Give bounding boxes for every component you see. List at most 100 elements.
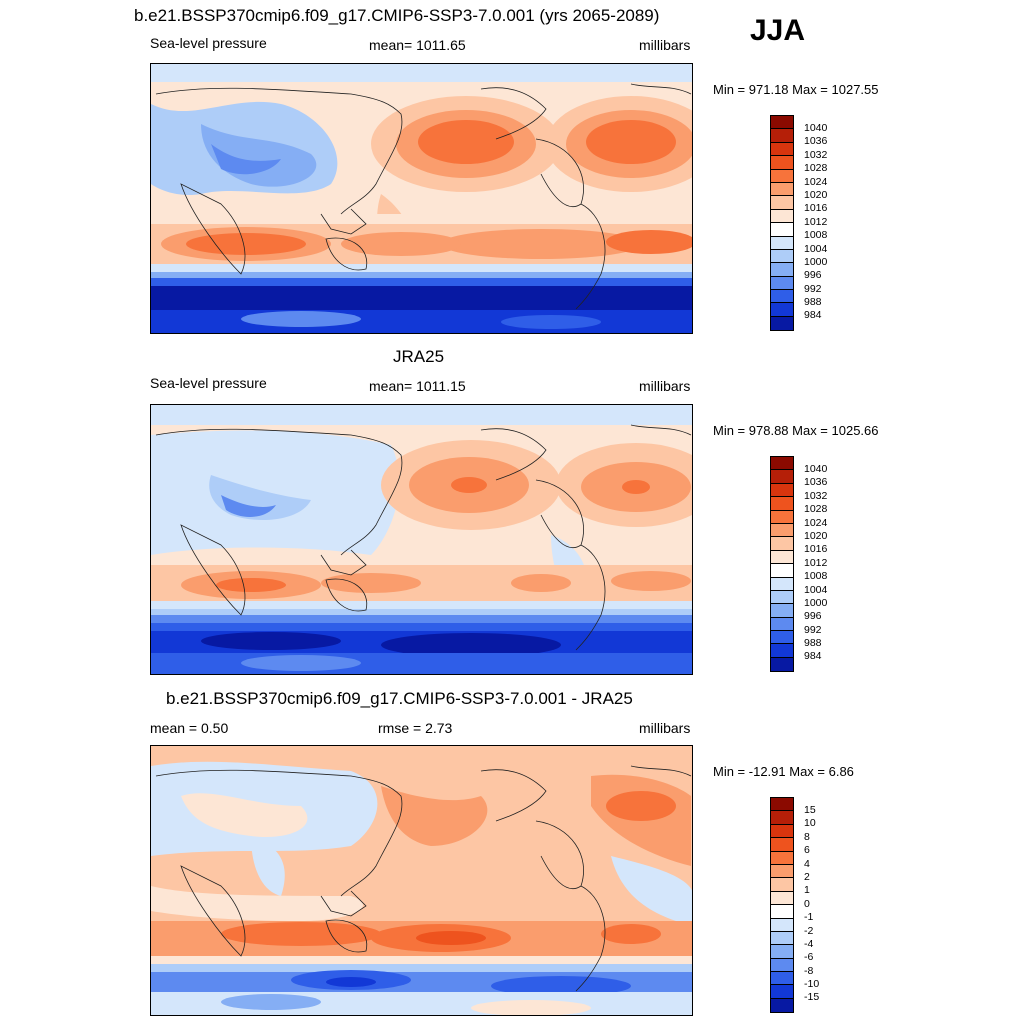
- colorbar-swatch: [771, 156, 793, 170]
- colorbar-tick: -6: [804, 951, 814, 964]
- colorbar-swatch: [771, 116, 793, 130]
- panel2-contour-map: [151, 405, 692, 674]
- colorbar-tick: 1000: [804, 596, 828, 609]
- colorbar-tick: 6: [804, 844, 810, 857]
- panel3-contour-map: [151, 746, 692, 1015]
- colorbar-tick: 1000: [804, 255, 828, 268]
- colorbar-swatch: [771, 537, 793, 551]
- colorbar-tick: 988: [804, 637, 822, 650]
- colorbar-tick: 996: [804, 269, 822, 282]
- panel2-variable-label: Sea-level pressure: [150, 375, 267, 391]
- colorbar-tick: 984: [804, 309, 822, 322]
- colorbar-swatch: [771, 657, 793, 672]
- panel3-colorbar: [770, 797, 794, 1014]
- colorbar-swatch: [771, 523, 793, 538]
- panel2-colorbar-ticks: 1040 1036 1032 1028 1024 1020 1016 1012 …: [804, 463, 827, 664]
- colorbar-swatch: [771, 276, 793, 291]
- panel1-variable-label: Sea-level pressure: [150, 35, 267, 51]
- colorbar-tick: 992: [804, 623, 822, 636]
- colorbar-tick: 1: [804, 884, 810, 897]
- colorbar-tick: 4: [804, 857, 810, 870]
- colorbar-swatch: [771, 564, 793, 578]
- colorbar-swatch: [771, 497, 793, 511]
- colorbar-swatch: [771, 196, 793, 210]
- panel3-map: [150, 745, 693, 1016]
- colorbar-tick: 984: [804, 650, 822, 663]
- colorbar-swatch: [771, 457, 793, 471]
- colorbar-tick: 15: [804, 804, 816, 816]
- panel3-minmax: Min = -12.91 Max = 6.86: [713, 764, 854, 779]
- panel2-mean-label: mean= 1011.15: [369, 378, 466, 394]
- panel2-minmax: Min = 978.88 Max = 1025.66: [713, 423, 879, 438]
- colorbar-tick: 1032: [804, 148, 828, 161]
- colorbar-tick: 1032: [804, 489, 828, 502]
- colorbar-tick: 1028: [804, 162, 828, 175]
- panel1-minmax: Min = 971.18 Max = 1027.55: [713, 82, 879, 97]
- panel1-contour-map: [151, 64, 692, 333]
- panel2-units-label: millibars: [639, 378, 691, 394]
- colorbar-swatch: [771, 510, 793, 524]
- panel2-map: [150, 404, 693, 675]
- colorbar-tick: 1016: [804, 202, 828, 215]
- colorbar-tick: 2: [804, 870, 810, 883]
- colorbar-swatch: [771, 891, 793, 906]
- colorbar-swatch: [771, 864, 793, 879]
- colorbar-tick: 1024: [804, 175, 828, 188]
- panel2-title: JRA25: [393, 347, 445, 366]
- panel1-colorbar-ticks: 1040 1036 1032 1028 1024 1020 1016 1012 …: [804, 122, 827, 323]
- colorbar-swatch: [771, 905, 793, 919]
- colorbar-swatch: [771, 604, 793, 618]
- colorbar-tick: 0: [804, 897, 810, 910]
- colorbar-tick: 1040: [804, 463, 828, 475]
- colorbar-tick: 1004: [804, 583, 828, 596]
- colorbar-tick: 1008: [804, 229, 828, 242]
- colorbar-swatch: [771, 142, 793, 157]
- colorbar-swatch: [771, 470, 793, 484]
- colorbar-tick: 1028: [804, 503, 828, 516]
- colorbar-swatch: [771, 129, 793, 143]
- colorbar-swatch: [771, 316, 793, 331]
- colorbar-tick: 1012: [804, 556, 828, 569]
- colorbar-swatch: [771, 590, 793, 605]
- colorbar-swatch: [771, 617, 793, 632]
- colorbar-swatch: [771, 945, 793, 959]
- colorbar-tick: -2: [804, 924, 814, 937]
- colorbar-swatch: [771, 985, 793, 999]
- colorbar-tick: 1008: [804, 570, 828, 583]
- colorbar-swatch: [771, 644, 793, 658]
- colorbar-tick: 988: [804, 296, 822, 309]
- colorbar-swatch: [771, 290, 793, 304]
- colorbar-swatch: [771, 931, 793, 946]
- colorbar-swatch: [771, 550, 793, 565]
- colorbar-tick: -1: [804, 911, 814, 924]
- colorbar-swatch: [771, 263, 793, 277]
- panel1-mean-label: mean= 1011.65: [369, 37, 466, 53]
- colorbar-swatch: [771, 798, 793, 812]
- colorbar-tick: 1020: [804, 188, 828, 201]
- colorbar-swatch: [771, 209, 793, 224]
- colorbar-tick: 1004: [804, 242, 828, 255]
- colorbar-tick: 1036: [804, 135, 828, 148]
- colorbar-tick: -4: [804, 937, 814, 950]
- colorbar-tick: 1020: [804, 529, 828, 542]
- colorbar-swatch: [771, 918, 793, 932]
- panel3-title: b.e21.BSSP370cmip6.f09_g17.CMIP6-SSP3-7.…: [166, 689, 633, 708]
- colorbar-swatch: [771, 169, 793, 183]
- panel3-mean-label: mean = 0.50: [150, 720, 229, 736]
- colorbar-swatch: [771, 182, 793, 197]
- colorbar-swatch: [771, 878, 793, 892]
- colorbar-tick: -10: [804, 978, 820, 991]
- panel1-units-label: millibars: [639, 37, 691, 53]
- panel3-rmse-label: rmse = 2.73: [378, 720, 453, 736]
- colorbar-swatch: [771, 303, 793, 317]
- panel1-title: b.e21.BSSP370cmip6.f09_g17.CMIP6-SSP3-7.…: [134, 6, 660, 25]
- panel1-colorbar: [770, 115, 794, 332]
- panel1-map: [150, 63, 693, 334]
- colorbar-swatch: [771, 851, 793, 865]
- colorbar-tick: 1040: [804, 122, 828, 134]
- colorbar-tick: 1024: [804, 516, 828, 529]
- colorbar-swatch: [771, 236, 793, 250]
- colorbar-swatch: [771, 998, 793, 1013]
- season-label: JJA: [750, 14, 806, 47]
- colorbar-swatch: [771, 577, 793, 591]
